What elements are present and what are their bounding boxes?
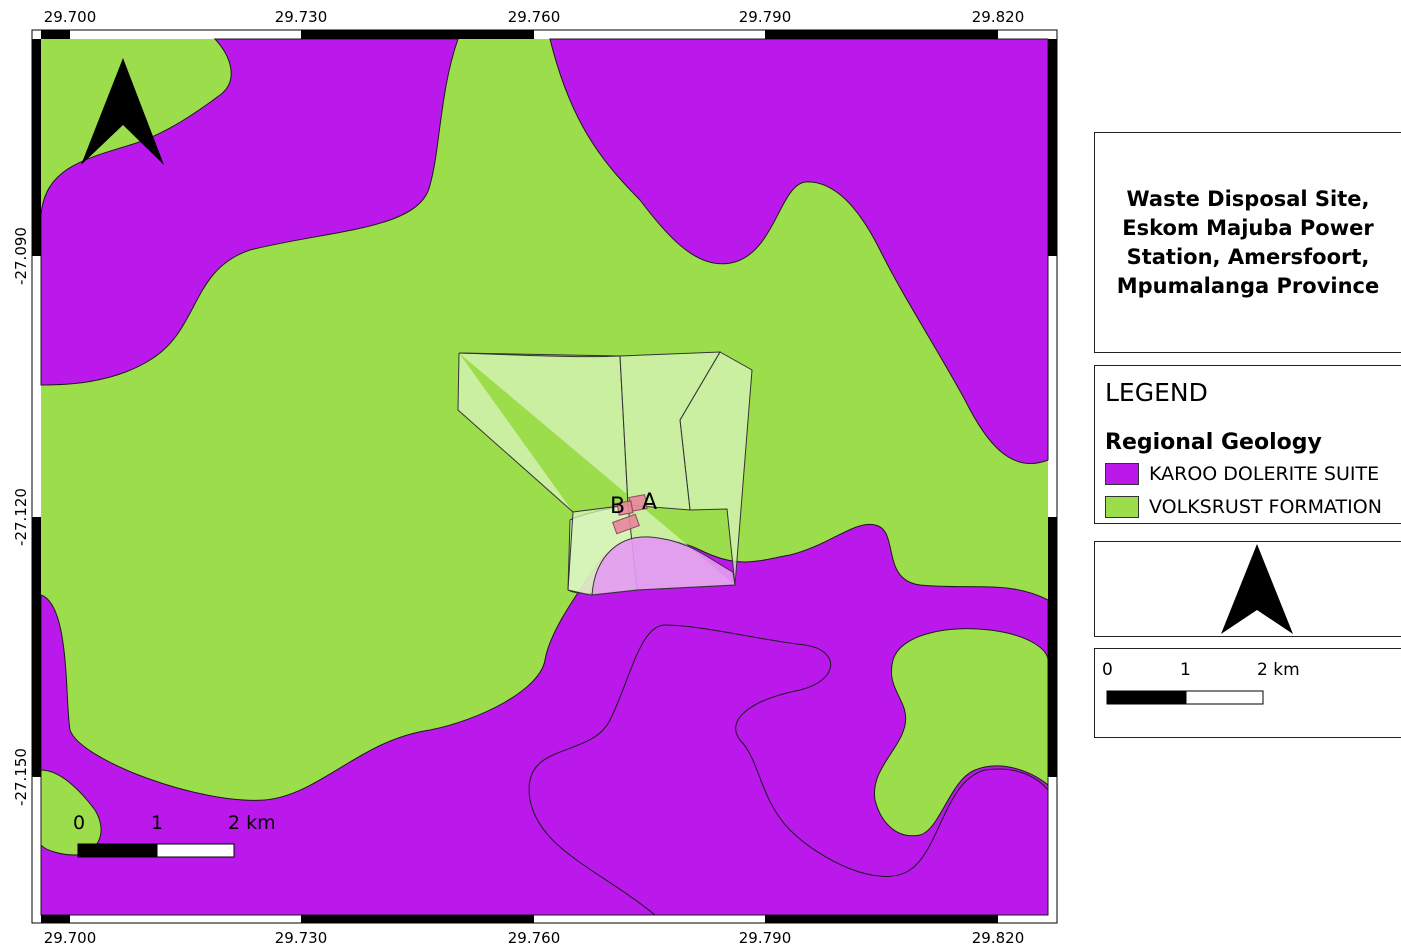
lon-bottom-1: 29.730 — [275, 929, 328, 947]
volksrust-island-right — [873, 628, 1049, 837]
north-arrow-icon — [81, 58, 164, 165]
dolerite-polygon-top-right — [549, 38, 1049, 465]
site-label-b: B — [610, 494, 625, 519]
dolerite-polygon-bottom — [40, 523, 1049, 916]
scale-label-2: 2 km — [1257, 660, 1300, 680]
lon-top-3: 29.790 — [739, 8, 792, 26]
lon-top-0: 29.700 — [44, 8, 97, 26]
title-panel: Waste Disposal Site, Eskom Majuba Power … — [1094, 132, 1401, 353]
karoo-swatch — [1105, 463, 1139, 485]
site-label-a: A — [642, 490, 657, 515]
map-scalebar-label-0: 0 — [73, 812, 85, 834]
lon-bottom-0: 29.700 — [44, 929, 97, 947]
lon-bottom-3: 29.790 — [739, 929, 792, 947]
legend-group-title: Regional Geology — [1105, 430, 1322, 455]
legend-item-volksrust: VOLKSRUST FORMATION — [1105, 495, 1382, 519]
scale-panel: 0 1 2 km — [1094, 648, 1401, 738]
lat-2: -27.150 — [12, 748, 30, 806]
legend-heading: LEGEND — [1105, 378, 1208, 407]
lon-top-2: 29.760 — [508, 8, 561, 26]
map-scalebar-label-1: 1 — [151, 812, 163, 834]
lat-1: -27.120 — [12, 488, 30, 546]
legend-label-volksrust: VOLKSRUST FORMATION — [1149, 496, 1382, 518]
graticule-border — [32, 30, 1057, 923]
geology-map[interactable]: B A 0 1 2 km 29.700 29.730 29.760 29.790… — [0, 0, 1062, 948]
latitude-labels: -27.090 -27.120 -27.150 — [12, 227, 30, 806]
legend-panel: LEGEND Regional Geology KAROO DOLERITE S… — [1094, 365, 1401, 524]
north-arrow-icon — [1221, 544, 1293, 634]
map-scalebar-label-2: 2 km — [228, 812, 276, 834]
lon-bottom-2: 29.760 — [508, 929, 561, 947]
north-arrow-panel — [1094, 541, 1401, 637]
legend-label-karoo: KAROO DOLERITE SUITE — [1149, 463, 1380, 485]
lon-bottom-4: 29.820 — [972, 929, 1025, 947]
lon-top-1: 29.730 — [275, 8, 328, 26]
scale-label-1: 1 — [1180, 660, 1191, 680]
lat-0: -27.090 — [12, 227, 30, 285]
map-title: Waste Disposal Site, Eskom Majuba Power … — [1116, 186, 1380, 298]
site-dolerite-overlap — [591, 536, 736, 596]
longitude-labels: 29.700 29.730 29.760 29.790 29.820 29.70… — [44, 8, 1025, 947]
scalebar-graphic: 0 1 2 km — [1102, 660, 1300, 705]
legend-item-karoo: KAROO DOLERITE SUITE — [1105, 462, 1379, 486]
map-scalebar: 0 1 2 km — [73, 812, 276, 858]
lon-top-4: 29.820 — [972, 8, 1025, 26]
volksrust-swatch — [1105, 496, 1139, 518]
site-markers[interactable] — [612, 494, 648, 535]
scale-label-0: 0 — [1102, 660, 1113, 680]
volksrust-patch-bottom-left — [40, 769, 102, 856]
